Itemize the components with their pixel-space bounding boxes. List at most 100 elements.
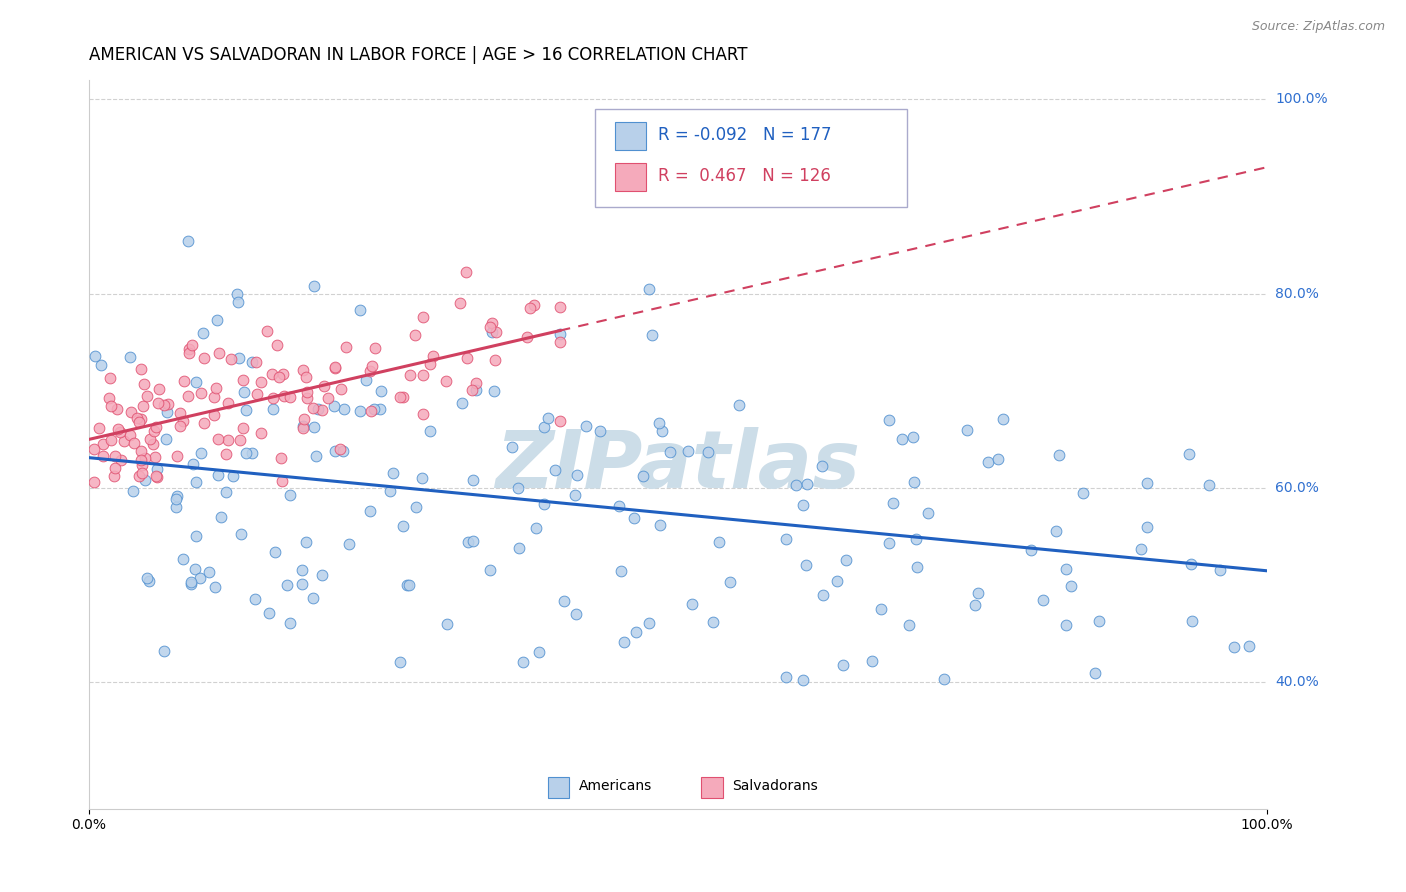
Point xyxy=(412,310,434,324)
Point xyxy=(295,384,318,399)
Point xyxy=(93,449,115,463)
Point xyxy=(207,432,229,446)
Point xyxy=(463,473,485,487)
Point xyxy=(202,390,225,404)
Point xyxy=(273,389,295,403)
Point xyxy=(631,469,654,483)
Point xyxy=(292,411,315,425)
Point xyxy=(278,390,301,404)
Point xyxy=(485,325,508,339)
Point xyxy=(83,442,105,457)
Point xyxy=(104,449,127,463)
Point xyxy=(519,301,541,315)
Point xyxy=(589,424,612,438)
Point xyxy=(641,328,664,343)
Point xyxy=(232,373,254,387)
Point xyxy=(550,327,572,342)
Point xyxy=(311,403,333,417)
Point xyxy=(966,586,988,600)
Point xyxy=(153,398,176,412)
Text: Source: ZipAtlas.com: Source: ZipAtlas.com xyxy=(1251,20,1385,33)
Point xyxy=(332,443,354,458)
Point xyxy=(146,470,169,484)
Point xyxy=(165,500,187,514)
Point xyxy=(271,474,294,488)
Point xyxy=(235,446,257,460)
Point xyxy=(813,588,835,602)
Point xyxy=(177,389,200,403)
Point xyxy=(465,383,488,397)
Text: ZIPatlas: ZIPatlas xyxy=(495,427,860,505)
Point xyxy=(405,500,427,514)
Point xyxy=(879,536,901,550)
Point xyxy=(1088,614,1111,628)
Point xyxy=(172,551,194,566)
Point xyxy=(177,234,200,248)
Point xyxy=(142,437,165,451)
Point xyxy=(193,416,215,430)
Point xyxy=(262,367,284,381)
Point xyxy=(198,565,221,579)
Point xyxy=(329,383,352,397)
Point xyxy=(651,425,673,439)
Point xyxy=(932,672,955,686)
Text: R =  0.467   N = 126: R = 0.467 N = 126 xyxy=(658,168,831,186)
Point xyxy=(180,576,202,591)
Point xyxy=(359,504,381,518)
Point xyxy=(454,265,477,279)
Point xyxy=(623,511,645,525)
Point xyxy=(544,463,567,477)
Point xyxy=(193,326,215,340)
Point xyxy=(388,390,411,404)
Point xyxy=(461,533,484,548)
Point xyxy=(349,403,371,417)
Point xyxy=(305,449,328,463)
Point xyxy=(388,656,411,670)
Point xyxy=(607,500,630,514)
Point xyxy=(516,329,538,343)
Point xyxy=(156,405,179,419)
Point xyxy=(702,615,724,629)
Point xyxy=(917,506,939,520)
FancyBboxPatch shape xyxy=(595,109,907,207)
Point xyxy=(186,475,208,489)
Point xyxy=(204,580,226,594)
Point xyxy=(291,421,314,435)
Point xyxy=(235,403,257,417)
Point xyxy=(987,452,1010,467)
Point xyxy=(232,384,254,399)
Point xyxy=(121,484,143,499)
Point xyxy=(333,401,356,416)
Text: Salvadorans: Salvadorans xyxy=(733,779,818,793)
Point xyxy=(898,618,921,632)
Point xyxy=(262,391,284,405)
Point xyxy=(575,419,598,434)
Point xyxy=(205,313,228,327)
Point xyxy=(232,421,254,435)
Point xyxy=(1237,640,1260,654)
Point xyxy=(831,657,853,672)
Point xyxy=(564,488,586,502)
Point xyxy=(479,563,502,577)
Point xyxy=(136,571,159,585)
Point xyxy=(186,375,208,389)
Point xyxy=(108,425,131,439)
Point xyxy=(118,427,141,442)
Point xyxy=(217,434,239,448)
Point xyxy=(659,445,682,459)
Point xyxy=(257,606,280,620)
Point xyxy=(610,564,633,578)
Text: 80.0%: 80.0% xyxy=(1275,286,1319,301)
Point xyxy=(1209,562,1232,576)
Point xyxy=(1045,524,1067,539)
Point xyxy=(98,371,121,385)
Point xyxy=(392,390,415,404)
Point xyxy=(478,320,501,334)
Point xyxy=(166,450,188,464)
Point xyxy=(419,424,441,438)
Point xyxy=(335,340,357,354)
Point xyxy=(522,298,544,312)
Point xyxy=(270,451,292,466)
Point xyxy=(267,370,290,384)
Point xyxy=(134,377,156,392)
